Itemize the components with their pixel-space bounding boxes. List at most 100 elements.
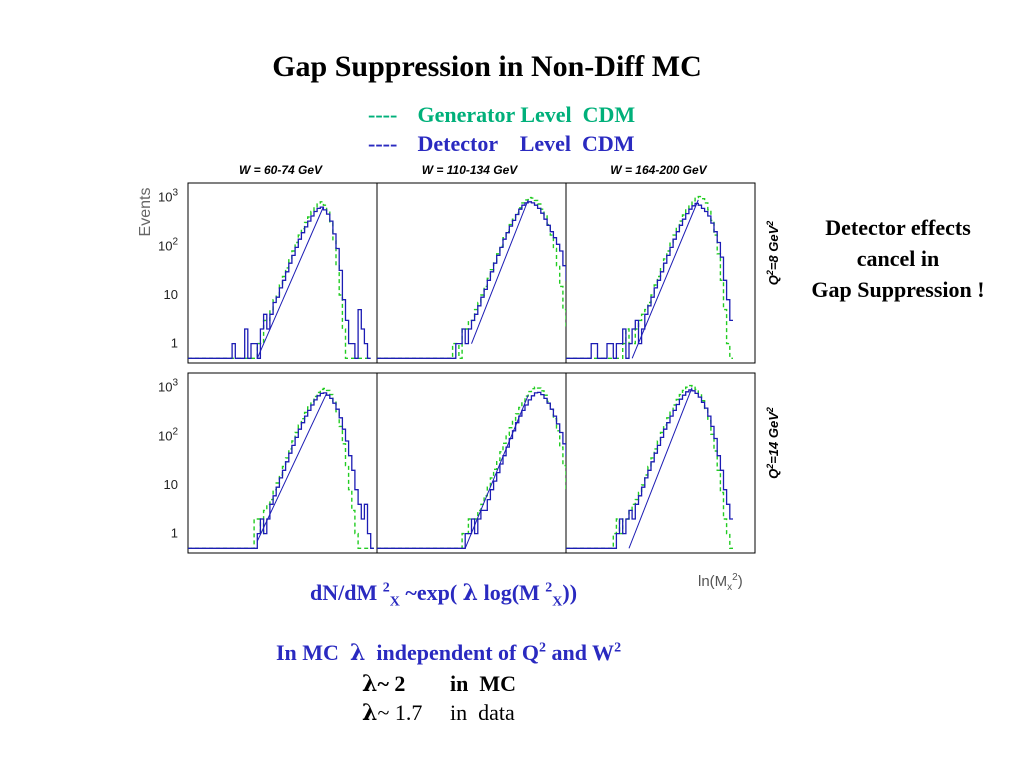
formula-sub: X bbox=[389, 594, 400, 610]
note-line-2: cancel in bbox=[856, 246, 940, 271]
generator-histogram bbox=[377, 196, 566, 359]
detector-histogram bbox=[377, 201, 566, 359]
detector-histogram bbox=[566, 202, 733, 359]
lambda-mc-value: ~ 2 bbox=[377, 671, 406, 696]
detector-histogram bbox=[188, 392, 374, 549]
lambda-data-value: ~ 1.7 bbox=[377, 700, 423, 725]
detector-histogram bbox=[377, 391, 566, 549]
lambda-symbol: λ bbox=[462, 580, 479, 606]
detector-histogram bbox=[188, 206, 371, 359]
generator-histogram bbox=[566, 195, 733, 359]
row-title-part: Q bbox=[766, 275, 781, 285]
formula-part: dN/dM bbox=[310, 580, 383, 605]
generator-histogram bbox=[188, 201, 371, 359]
row-title-sup: 2 bbox=[765, 221, 775, 227]
panel-content bbox=[566, 195, 733, 359]
x-axis-label-sup: 2 bbox=[732, 572, 738, 583]
histogram-panel bbox=[188, 201, 371, 359]
power-law-fit-line bbox=[256, 393, 328, 542]
panel-content bbox=[377, 196, 566, 359]
formula-part: log(M bbox=[478, 580, 546, 605]
legend-generator-marker: ---- bbox=[368, 102, 398, 127]
y-tick-label: 102 bbox=[158, 236, 178, 253]
statement-part: independent of Q bbox=[365, 640, 539, 665]
y-tick-label: 102 bbox=[158, 426, 178, 443]
row-title-part: =14 GeV bbox=[766, 411, 781, 464]
lambda-symbol: λ bbox=[362, 700, 378, 726]
formula-sup: 2 bbox=[545, 580, 553, 596]
legend-detector: ---- Detector Level CDM bbox=[368, 131, 635, 157]
panel-frame bbox=[187, 372, 378, 554]
column-title: W = 110-134 GeV bbox=[422, 163, 518, 177]
panel-frame bbox=[376, 182, 567, 364]
y-tick-label: 10 bbox=[164, 477, 178, 492]
row-title-sup: 2 bbox=[765, 270, 775, 276]
formula-part: )) bbox=[562, 580, 578, 605]
generator-histogram bbox=[188, 387, 374, 549]
y-axis-label: Events bbox=[137, 188, 154, 237]
x-axis-label: ln(Mx2) bbox=[698, 572, 743, 593]
lambda-mc-context: in MC bbox=[450, 671, 516, 696]
power-law-formula: dN/dM 2X ~exp( λ log(M 2X)) bbox=[310, 580, 577, 610]
generator-histogram bbox=[566, 384, 733, 549]
statement-sup: 2 bbox=[538, 640, 546, 656]
panel-content bbox=[188, 387, 374, 549]
column-title: W = 60-74 GeV bbox=[239, 163, 323, 177]
row-title: Q2=14 GeV2 bbox=[765, 407, 781, 479]
detector-histogram bbox=[566, 389, 733, 549]
row-title-sup: 2 bbox=[765, 407, 775, 413]
row-title-part: =8 GeV bbox=[766, 224, 781, 270]
generator-histogram bbox=[377, 386, 566, 549]
x-axis-label-sub: x bbox=[727, 582, 732, 593]
note-line-1: Detector effects bbox=[825, 215, 971, 240]
power-law-fit-line bbox=[256, 206, 324, 359]
statement-part: In MC bbox=[276, 640, 350, 665]
power-law-fit-line bbox=[471, 199, 529, 344]
legend-detector-label: Detector Level CDM bbox=[417, 131, 635, 156]
histogram-panel bbox=[377, 386, 566, 549]
legend-generator-label: Generator Level CDM bbox=[417, 102, 636, 127]
y-tick-label: 1 bbox=[171, 526, 178, 541]
x-axis-label-part: ln(M bbox=[698, 573, 727, 590]
histogram-panel bbox=[377, 196, 566, 359]
histogram-panel bbox=[188, 387, 374, 549]
y-tick-exponent: 3 bbox=[172, 378, 178, 389]
y-tick-label: 1 bbox=[171, 336, 178, 351]
statement-part: and W bbox=[545, 640, 615, 665]
statement-sup: 2 bbox=[614, 640, 622, 656]
lambda-symbol: λ bbox=[349, 640, 366, 666]
panel-content bbox=[566, 384, 733, 549]
column-title: W = 164-200 GeV bbox=[610, 163, 707, 177]
row-title-sup: 2 bbox=[765, 464, 775, 470]
panel-content bbox=[377, 386, 566, 549]
legend-detector-marker: ---- bbox=[368, 131, 398, 156]
lambda-data-result: λ~ 1.7 in data bbox=[362, 700, 515, 726]
lambda-symbol: λ bbox=[362, 671, 378, 697]
histogram-panel bbox=[566, 384, 733, 549]
detector-effects-note: Detector effects cancel in Gap Suppressi… bbox=[782, 212, 1014, 305]
x-axis-label-part: ) bbox=[738, 573, 743, 590]
note-line-3: Gap Suppression ! bbox=[811, 277, 985, 302]
y-tick-label: 10 bbox=[164, 287, 178, 302]
power-law-fit-line bbox=[631, 199, 699, 359]
panel-content bbox=[188, 201, 371, 359]
formula-sub: X bbox=[552, 594, 563, 610]
formula-sup: 2 bbox=[382, 580, 390, 596]
y-tick-label: 103 bbox=[158, 378, 178, 395]
y-tick-exponent: 3 bbox=[172, 188, 178, 199]
row-title: Q2=8 GeV2 bbox=[765, 221, 781, 286]
panel-frame bbox=[565, 372, 756, 554]
slide-title: Gap Suppression in Non-Diff MC bbox=[272, 50, 702, 83]
y-tick-exponent: 2 bbox=[172, 236, 178, 247]
power-law-fit-line bbox=[464, 394, 529, 549]
lambda-independence-statement: In MC λ independent of Q2 and W2 bbox=[276, 640, 621, 666]
row-title-part: Q bbox=[766, 469, 781, 479]
y-tick-exponent: 2 bbox=[172, 426, 178, 437]
lambda-data-context: in data bbox=[450, 700, 515, 725]
y-tick-label: 103 bbox=[158, 188, 178, 205]
histogram-panel bbox=[566, 195, 733, 359]
lambda-mc-result: λ~ 2 in MC bbox=[362, 671, 516, 697]
power-law-fit-line bbox=[628, 387, 693, 549]
